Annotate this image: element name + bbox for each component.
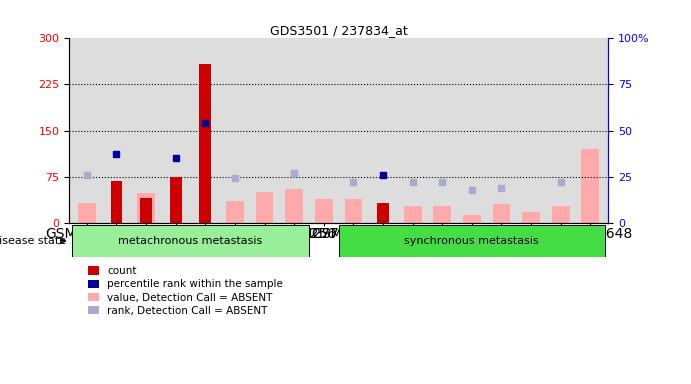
- Bar: [552, 205, 569, 223]
- Bar: [345, 199, 362, 223]
- Bar: [404, 205, 422, 223]
- Bar: [433, 205, 451, 223]
- Bar: [493, 204, 511, 223]
- Bar: [522, 212, 540, 223]
- Bar: [200, 64, 211, 223]
- Bar: [111, 181, 122, 223]
- Bar: [140, 198, 152, 223]
- Bar: [226, 201, 244, 223]
- Bar: [315, 199, 332, 223]
- Bar: [463, 215, 481, 223]
- Text: synchronous metastasis: synchronous metastasis: [404, 236, 539, 246]
- Bar: [138, 193, 155, 223]
- Text: disease state: disease state: [0, 236, 66, 246]
- Title: GDS3501 / 237834_at: GDS3501 / 237834_at: [269, 24, 408, 37]
- Bar: [170, 177, 182, 223]
- Bar: [72, 225, 309, 257]
- Bar: [78, 203, 96, 223]
- Bar: [256, 192, 274, 223]
- Bar: [285, 189, 303, 223]
- Legend: count, percentile rank within the sample, value, Detection Call = ABSENT, rank, : count, percentile rank within the sample…: [88, 266, 283, 316]
- Bar: [581, 149, 599, 223]
- Bar: [377, 203, 389, 223]
- Text: metachronous metastasis: metachronous metastasis: [118, 236, 263, 246]
- Bar: [339, 225, 605, 257]
